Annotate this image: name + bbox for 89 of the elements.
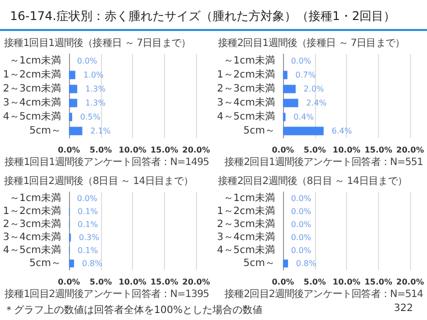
bar (282, 98, 298, 108)
x-tick-label: 0.0% (58, 278, 80, 286)
x-tick-label: 20.0% (396, 146, 424, 154)
x-tick-label: 20.0% (182, 146, 210, 154)
x-tick-label: 20.0% (182, 278, 210, 286)
x-tick-label: 15.0% (150, 146, 178, 154)
x-tick-label: 15.0% (364, 278, 392, 286)
chart-title: 接種2回目1週間後（接種日 ～ 7日目まで） (218, 36, 405, 50)
x-tick-label: 5.0% (304, 146, 326, 154)
data-label: 1.3% (85, 84, 106, 94)
y-tick-label: 3～4cm未満 (216, 231, 275, 243)
y-tick-label: 2～3cm未満 (2, 82, 61, 94)
x-tick-label: 0.0% (272, 146, 294, 154)
y-tick-label: 4～5cm未満 (2, 110, 61, 122)
bar (282, 84, 296, 94)
data-label: 0.0% (290, 56, 312, 66)
text: 接種1回目2週間後アンケート回答者：N=1395 (4, 288, 209, 301)
data-label: 0.0% (76, 194, 98, 203)
text: 接種2回目2週間後アンケート回答者：N=514 (224, 288, 423, 301)
text: ＊グラフ上の数値は回答者全体を100%とした場合の数値 (4, 304, 263, 317)
x-tick-label: 0.0% (272, 278, 294, 286)
data-label: 1.0% (83, 70, 104, 80)
y-tick-label: 5cm～ (243, 126, 275, 136)
bar (282, 126, 324, 136)
chart-title: 16-174.症状別：赤く腫れたサイズ（腫れた方対象）（接種1・2回目） (10, 8, 396, 25)
data-label: 0.0% (290, 194, 312, 203)
bar (68, 112, 72, 122)
chart-title: 接種2回目2週間後（8日目 ～ 14日目まで） (218, 174, 407, 188)
data-label: 2.0% (304, 84, 324, 94)
x-tick-label: 10.0% (118, 146, 146, 154)
y-tick-label: 2～3cm未満 (2, 218, 61, 230)
y-tick-label: 4～5cm未満 (2, 244, 61, 256)
data-label: 2.4% (306, 98, 327, 108)
x-tick-label: 15.0% (150, 278, 178, 286)
y-tick-label: 4～5cm未満 (216, 110, 275, 122)
x-tick-label: 10.0% (332, 146, 360, 154)
bar (282, 70, 288, 80)
data-label: 0.1% (78, 207, 98, 216)
y-tick-label: 2～3cm未満 (216, 218, 275, 230)
data-label: 0.0% (290, 207, 312, 216)
bar (68, 126, 82, 136)
data-label: 0.5% (80, 112, 101, 122)
y-tick-label: 1～2cm未満 (216, 68, 275, 80)
data-label: 0.3% (78, 233, 100, 242)
x-tick-label: 5.0% (304, 278, 326, 286)
data-label: 0.8% (296, 259, 317, 268)
y-tick-label: 5cm～ (29, 258, 61, 269)
y-tick-label: 5cm～ (29, 126, 61, 136)
data-label: 0.1% (78, 246, 98, 255)
y-tick-label: 3～4cm未満 (216, 96, 275, 108)
data-label: 0.0% (290, 246, 312, 255)
y-tick-label: 1～2cm未満 (216, 205, 275, 217)
y-tick-label: 1～2cm未満 (2, 68, 61, 80)
x-tick-label: 5.0% (90, 278, 112, 286)
y-tick-label: 4～5cm未満 (216, 244, 275, 256)
y-tick-label: 3～4cm未満 (2, 231, 61, 243)
data-label: 1.3% (85, 98, 106, 108)
bar (68, 84, 78, 94)
data-label: 0.0% (290, 233, 312, 242)
y-tick-label: ～1cm未満 (9, 54, 61, 66)
data-label: 0.7% (295, 70, 316, 80)
data-label: 2.1% (90, 126, 112, 136)
data-label: 0.0% (76, 56, 98, 66)
x-tick-label: 10.0% (118, 278, 146, 286)
text: 接種2回目1週間後アンケート回答者：N=551 (224, 156, 423, 169)
data-label: 0.4% (294, 112, 314, 122)
chart-title: 接種1回目2週間後（8日目 ～ 14日目まで） (4, 174, 193, 188)
chart-subtitle: 接種1回目1週間後（接種日 ～ 7日目まで） (4, 36, 191, 50)
x-tick-label: 5.0% (90, 146, 112, 154)
bar (282, 112, 286, 122)
text: 322 (394, 303, 413, 316)
x-tick-label: 10.0% (332, 278, 360, 286)
y-tick-label: 2～3cm未満 (216, 82, 275, 94)
y-tick-label: 1～2cm未満 (2, 205, 61, 217)
data-label: 0.8% (82, 259, 103, 268)
bar (68, 98, 78, 108)
data-label: 6.4% (332, 126, 352, 136)
data-label: 0.1% (78, 220, 98, 229)
x-tick-label: 15.0% (364, 146, 392, 154)
x-tick-label: 0.0% (58, 146, 80, 154)
x-tick-label: 20.0% (396, 278, 424, 286)
text: 接種1回目1週間後アンケート回答者：N=1495 (4, 156, 209, 169)
y-tick-label: ～1cm未満 (223, 54, 275, 66)
y-tick-label: ～1cm未満 (9, 192, 61, 204)
y-tick-label: 5cm～ (243, 258, 275, 269)
y-tick-label: 3～4cm未満 (2, 96, 61, 108)
y-tick-label: ～1cm未満 (223, 192, 275, 204)
bar (68, 70, 76, 80)
data-label: 0.0% (290, 220, 312, 229)
